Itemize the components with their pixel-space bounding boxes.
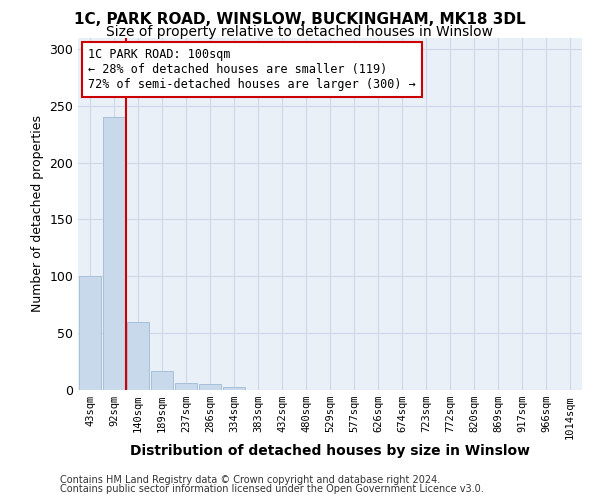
Bar <box>223 386 245 390</box>
X-axis label: Distribution of detached houses by size in Winslow: Distribution of detached houses by size … <box>130 444 530 458</box>
Bar <box>199 384 221 390</box>
Bar <box>151 370 173 390</box>
Bar <box>127 322 149 390</box>
Bar <box>79 276 101 390</box>
Text: 1C PARK ROAD: 100sqm
← 28% of detached houses are smaller (119)
72% of semi-deta: 1C PARK ROAD: 100sqm ← 28% of detached h… <box>88 48 416 91</box>
Bar <box>103 117 125 390</box>
Y-axis label: Number of detached properties: Number of detached properties <box>31 116 44 312</box>
Text: 1C, PARK ROAD, WINSLOW, BUCKINGHAM, MK18 3DL: 1C, PARK ROAD, WINSLOW, BUCKINGHAM, MK18… <box>74 12 526 28</box>
Text: Size of property relative to detached houses in Winslow: Size of property relative to detached ho… <box>107 25 493 39</box>
Text: Contains public sector information licensed under the Open Government Licence v3: Contains public sector information licen… <box>60 484 484 494</box>
Text: Contains HM Land Registry data © Crown copyright and database right 2024.: Contains HM Land Registry data © Crown c… <box>60 475 440 485</box>
Bar <box>175 383 197 390</box>
